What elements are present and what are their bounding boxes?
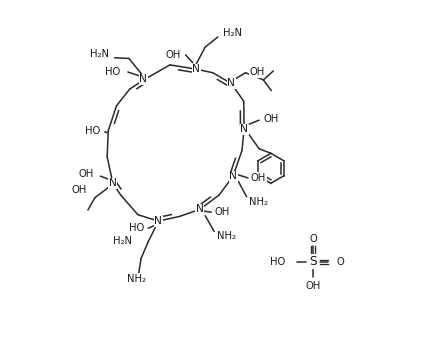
Text: N: N bbox=[139, 74, 147, 84]
Text: N: N bbox=[240, 124, 248, 134]
Text: OH: OH bbox=[72, 185, 87, 195]
Text: N: N bbox=[109, 178, 117, 188]
Text: NH₂: NH₂ bbox=[127, 274, 146, 284]
Text: OH: OH bbox=[306, 281, 321, 291]
Text: HO: HO bbox=[128, 223, 144, 233]
Text: HO: HO bbox=[105, 67, 120, 77]
Text: N: N bbox=[192, 64, 200, 74]
Text: OH: OH bbox=[249, 67, 264, 77]
Text: OH: OH bbox=[264, 114, 279, 124]
Text: N: N bbox=[154, 216, 162, 226]
Text: N: N bbox=[227, 78, 235, 88]
Text: S: S bbox=[309, 255, 317, 268]
Text: NH₂: NH₂ bbox=[217, 231, 236, 241]
Text: H₂N: H₂N bbox=[223, 28, 242, 38]
Text: H₂N: H₂N bbox=[90, 49, 109, 59]
Text: HO: HO bbox=[85, 126, 100, 136]
Text: OH: OH bbox=[165, 50, 180, 60]
Text: H₂N: H₂N bbox=[113, 236, 132, 246]
Text: HO: HO bbox=[270, 257, 285, 267]
Text: N: N bbox=[196, 204, 204, 214]
Text: OH: OH bbox=[251, 173, 266, 183]
Text: O: O bbox=[336, 257, 344, 267]
Text: OH: OH bbox=[78, 169, 93, 179]
Text: N: N bbox=[229, 171, 237, 181]
Text: NH₂: NH₂ bbox=[249, 197, 268, 207]
Text: O: O bbox=[309, 233, 317, 243]
Text: OH: OH bbox=[214, 207, 230, 217]
